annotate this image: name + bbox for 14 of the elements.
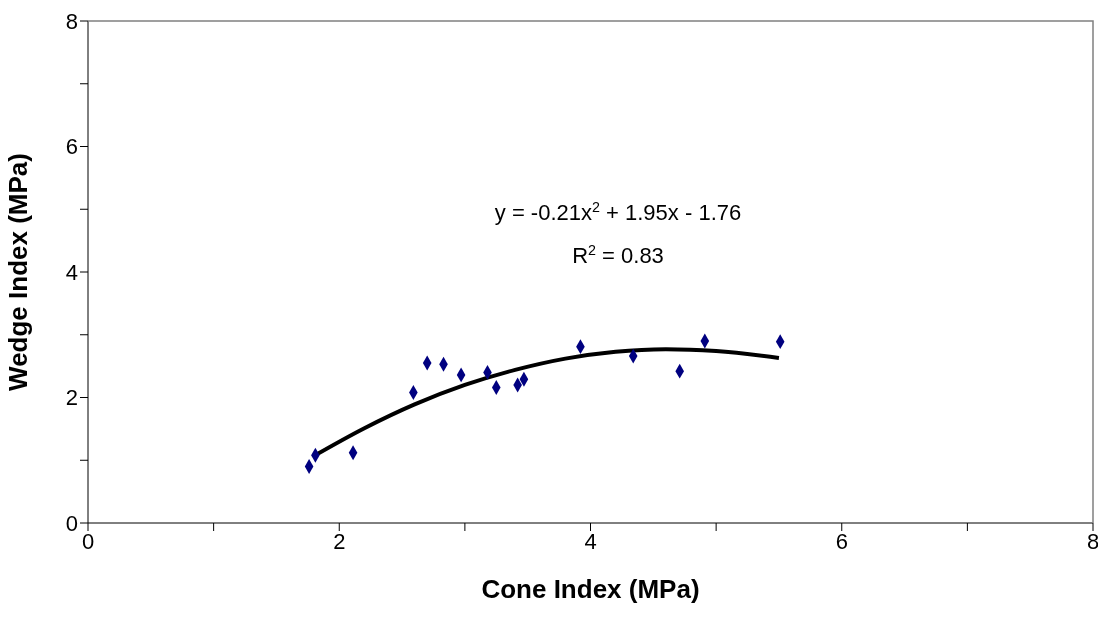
x-tick-label: 8	[1086, 528, 1100, 554]
x-tick-label: 0	[81, 528, 95, 554]
x-tick-label: 2	[333, 528, 346, 554]
y-axis-title: Wedge Index (MPa)	[3, 153, 34, 391]
y-tick-label: 4	[65, 259, 78, 285]
y-tick-label: 8	[65, 8, 78, 34]
annotation: R$^{2}$ = 0.83	[572, 242, 664, 268]
x-tick-label: 4	[584, 528, 597, 554]
y-tick-label: 6	[65, 134, 78, 160]
y-tick-label: 2	[65, 385, 78, 411]
x-axis-title: Cone Index (MPa)	[481, 574, 700, 604]
y-tick-label: 0	[65, 510, 78, 536]
annotation: y = -0.21x$^{2}$ + 1.95x - 1.76	[494, 199, 742, 225]
x-tick-label: 6	[835, 528, 848, 554]
